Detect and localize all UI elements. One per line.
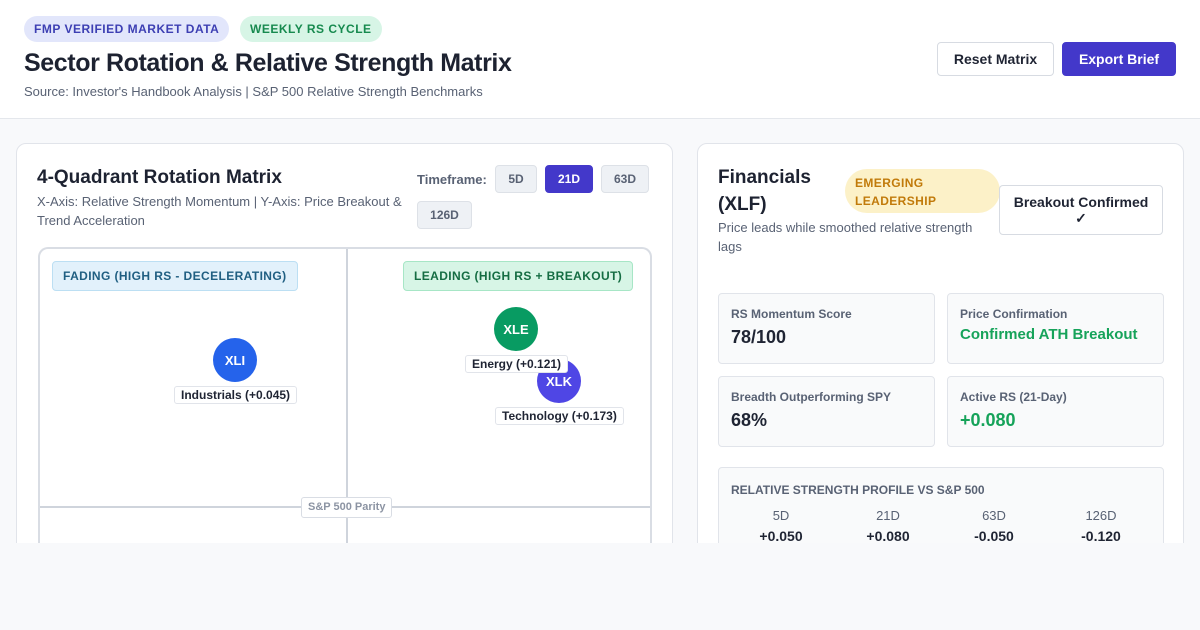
sector-bubble-xli[interactable]: XLI [213, 338, 257, 382]
timeframe-label: Timeframe: [417, 172, 487, 187]
page-title: Sector Rotation & Relative Strength Matr… [24, 49, 512, 77]
metric-value: 68% [731, 410, 768, 430]
metric-breadth: Breadth Outperforming SPY 68% [718, 376, 935, 447]
parity-label: S&P 500 Parity [301, 497, 393, 518]
profile-period: 126D [1085, 508, 1117, 523]
profile-title: RELATIVE STRENGTH PROFILE VS S&P 500 [731, 483, 985, 497]
profile-value: -0.050 [974, 528, 1014, 544]
timeframe-126d-button[interactable]: 126D [417, 201, 472, 229]
page-header: FMP VERIFIED MARKET DATA WEEKLY RS CYCLE… [0, 0, 1200, 119]
sector-label-xli: Industrials (+0.045) [174, 386, 298, 404]
metric-value: 78/100 [731, 327, 787, 347]
quadrant-label-leading: LEADING (HIGH RS + BREAKOUT) [403, 261, 634, 291]
sector-detail-card: Financials (XLF) EMERGING LEADERSHIP Pri… [697, 143, 1184, 567]
profile-period: 63D [982, 508, 1006, 523]
timeframe-5d-button[interactable]: 5D [495, 165, 537, 193]
profile-period: 5D [772, 508, 790, 523]
breakout-confirmed-button[interactable]: Breakout Confirmed ✓ [999, 185, 1163, 235]
timeframe-63d-button[interactable]: 63D [601, 165, 649, 193]
metric-rs-momentum: RS Momentum Score 78/100 [718, 293, 935, 364]
quadrant-label-fading: FADING (HIGH RS - DECELERATING) [52, 261, 298, 291]
matrix-title: 4-Quadrant Rotation Matrix [37, 167, 282, 188]
metric-label: Active RS (21-Day) [960, 390, 1067, 404]
data-source-badge: FMP VERIFIED MARKET DATA [24, 16, 230, 42]
export-brief-button[interactable]: Export Brief [1062, 42, 1176, 76]
matrix-subtitle: X-Axis: Relative Strength Momentum | Y-A… [37, 194, 402, 228]
profile-column: 126D -0.120 [1047, 508, 1155, 544]
source-text: Source: Investor's Handbook Analysis | S… [24, 84, 483, 99]
metric-value: +0.080 [960, 410, 1016, 430]
vertical-axis [346, 249, 348, 577]
status-badge: EMERGING LEADERSHIP [845, 169, 1000, 213]
profile-value: +0.080 [866, 528, 910, 544]
profile-value: +0.050 [759, 528, 803, 544]
metric-label: Price Confirmation [960, 307, 1068, 321]
profile-value: -0.120 [1081, 528, 1121, 544]
profile-column: 21D +0.080 [834, 508, 942, 544]
profile-column: 5D +0.050 [727, 508, 835, 544]
sector-label-xle: Energy (+0.121) [465, 355, 569, 373]
reset-matrix-button[interactable]: Reset Matrix [937, 42, 1054, 76]
cycle-badge: WEEKLY RS CYCLE [240, 16, 382, 42]
sector-description: Price leads while smoothed relative stre… [718, 220, 973, 254]
metric-label: Breadth Outperforming SPY [731, 390, 892, 404]
timeframe-21d-button[interactable]: 21D [545, 165, 593, 193]
metric-value: Confirmed ATH Breakout [960, 326, 1138, 343]
sector-label-xlk: Technology (+0.173) [495, 407, 624, 425]
metric-active-rs: Active RS (21-Day) +0.080 [947, 376, 1164, 447]
sector-bubble-xle[interactable]: XLE [494, 307, 538, 351]
viewport-cutoff [0, 543, 1200, 630]
profile-period: 21D [876, 508, 900, 523]
rotation-matrix-card: 4-Quadrant Rotation Matrix X-Axis: Relat… [16, 143, 673, 577]
metric-label: RS Momentum Score [731, 307, 852, 321]
sector-title: Financials (XLF) [718, 167, 811, 215]
metric-price-confirmation: Price Confirmation Confirmed ATH Breakou… [947, 293, 1164, 364]
rotation-matrix: FADING (HIGH RS - DECELERATING) LEADING … [38, 247, 652, 577]
profile-column: 63D -0.050 [940, 508, 1048, 544]
